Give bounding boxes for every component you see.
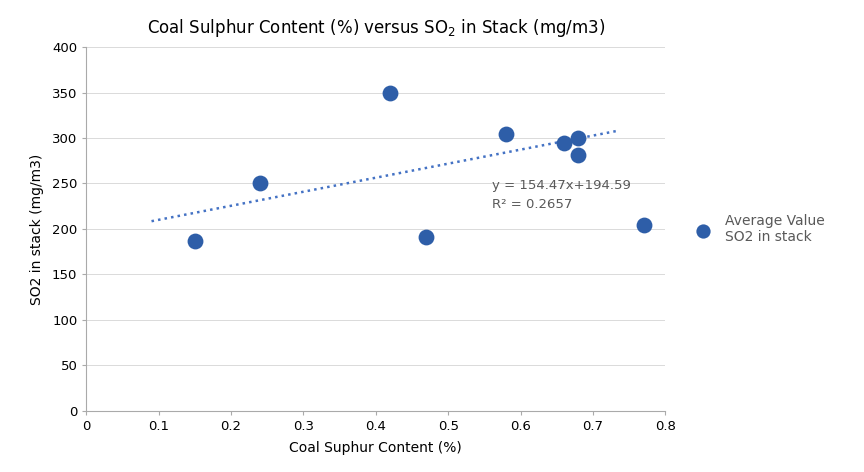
Text: y = 154.47x+194.59
R² = 0.2657: y = 154.47x+194.59 R² = 0.2657 <box>492 179 631 211</box>
Average Value
SO2 in stack <box>420 233 434 241</box>
Average Value
SO2 in stack <box>557 139 571 146</box>
Average Value
SO2 in stack <box>188 237 202 244</box>
X-axis label: Coal Suphur Content (%): Coal Suphur Content (%) <box>289 441 462 455</box>
Average Value
SO2 in stack <box>572 134 586 142</box>
Average Value
SO2 in stack <box>499 130 513 137</box>
Y-axis label: SO2 in stack (mg/m3): SO2 in stack (mg/m3) <box>29 153 44 304</box>
Title: Coal Sulphur Content (%) versus SO$_2$ in Stack (mg/m3): Coal Sulphur Content (%) versus SO$_2$ i… <box>147 17 605 39</box>
Legend: Average Value
SO2 in stack: Average Value SO2 in stack <box>683 208 831 250</box>
Average Value
SO2 in stack <box>253 179 267 186</box>
Average Value
SO2 in stack <box>384 89 397 96</box>
Average Value
SO2 in stack <box>637 221 651 229</box>
Average Value
SO2 in stack <box>572 152 586 159</box>
